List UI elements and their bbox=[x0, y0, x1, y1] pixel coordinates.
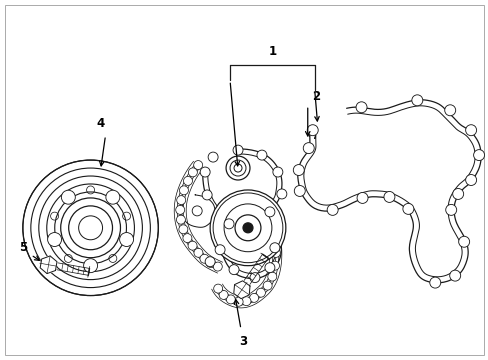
Circle shape bbox=[226, 295, 235, 304]
Circle shape bbox=[243, 223, 252, 233]
Circle shape bbox=[183, 234, 191, 243]
Circle shape bbox=[120, 233, 133, 247]
Text: 1: 1 bbox=[268, 45, 276, 58]
Circle shape bbox=[249, 273, 260, 283]
Circle shape bbox=[264, 263, 274, 273]
Circle shape bbox=[188, 168, 197, 177]
Circle shape bbox=[188, 241, 197, 250]
Circle shape bbox=[228, 265, 239, 275]
Circle shape bbox=[267, 223, 276, 232]
Circle shape bbox=[465, 175, 476, 185]
Polygon shape bbox=[181, 195, 215, 227]
Circle shape bbox=[200, 167, 210, 177]
Circle shape bbox=[242, 297, 250, 306]
Circle shape bbox=[411, 95, 422, 106]
Circle shape bbox=[176, 215, 185, 224]
Circle shape bbox=[272, 167, 282, 177]
Circle shape bbox=[267, 272, 276, 281]
Circle shape bbox=[449, 270, 460, 281]
Circle shape bbox=[225, 156, 249, 180]
Circle shape bbox=[202, 190, 212, 200]
Circle shape bbox=[326, 204, 337, 215]
Circle shape bbox=[61, 198, 120, 258]
Circle shape bbox=[234, 297, 243, 306]
Text: 2: 2 bbox=[311, 90, 319, 103]
Circle shape bbox=[270, 261, 279, 270]
Circle shape bbox=[263, 210, 272, 219]
Text: 4: 4 bbox=[96, 117, 104, 130]
Circle shape bbox=[213, 284, 222, 293]
Circle shape bbox=[183, 176, 192, 185]
Circle shape bbox=[213, 262, 222, 271]
Circle shape bbox=[249, 293, 258, 302]
Circle shape bbox=[270, 236, 279, 245]
Circle shape bbox=[224, 219, 234, 229]
Circle shape bbox=[465, 125, 476, 136]
Circle shape bbox=[200, 254, 208, 263]
Circle shape bbox=[458, 236, 468, 247]
Circle shape bbox=[473, 150, 484, 161]
Circle shape bbox=[233, 145, 243, 155]
Circle shape bbox=[179, 225, 187, 234]
Circle shape bbox=[179, 186, 188, 195]
Circle shape bbox=[356, 193, 367, 203]
Polygon shape bbox=[203, 149, 282, 279]
Circle shape bbox=[176, 195, 185, 204]
Circle shape bbox=[61, 190, 75, 204]
Circle shape bbox=[276, 189, 286, 199]
Circle shape bbox=[256, 288, 265, 297]
Circle shape bbox=[445, 204, 456, 215]
Circle shape bbox=[205, 257, 215, 267]
Text: 5: 5 bbox=[19, 241, 27, 254]
Circle shape bbox=[429, 277, 440, 288]
Circle shape bbox=[192, 206, 202, 216]
Circle shape bbox=[194, 248, 203, 257]
Circle shape bbox=[263, 281, 271, 290]
Circle shape bbox=[193, 161, 202, 170]
Circle shape bbox=[23, 160, 158, 296]
Circle shape bbox=[106, 190, 120, 204]
Circle shape bbox=[215, 245, 224, 255]
Circle shape bbox=[444, 105, 455, 116]
Text: 3: 3 bbox=[239, 335, 246, 348]
Polygon shape bbox=[233, 281, 249, 299]
Circle shape bbox=[208, 152, 218, 162]
Circle shape bbox=[271, 248, 280, 257]
Circle shape bbox=[219, 291, 227, 300]
Circle shape bbox=[383, 192, 394, 202]
Circle shape bbox=[47, 233, 61, 247]
Circle shape bbox=[452, 189, 463, 199]
Polygon shape bbox=[40, 256, 57, 274]
Circle shape bbox=[303, 143, 314, 154]
Circle shape bbox=[175, 206, 184, 214]
Circle shape bbox=[355, 102, 366, 113]
Circle shape bbox=[294, 185, 305, 197]
Circle shape bbox=[293, 165, 304, 176]
Circle shape bbox=[205, 258, 215, 267]
Circle shape bbox=[264, 207, 274, 217]
Circle shape bbox=[402, 203, 413, 214]
Circle shape bbox=[83, 259, 98, 273]
Circle shape bbox=[306, 125, 318, 136]
Circle shape bbox=[269, 243, 279, 253]
Polygon shape bbox=[297, 100, 480, 283]
Circle shape bbox=[256, 150, 266, 160]
Circle shape bbox=[210, 190, 285, 266]
